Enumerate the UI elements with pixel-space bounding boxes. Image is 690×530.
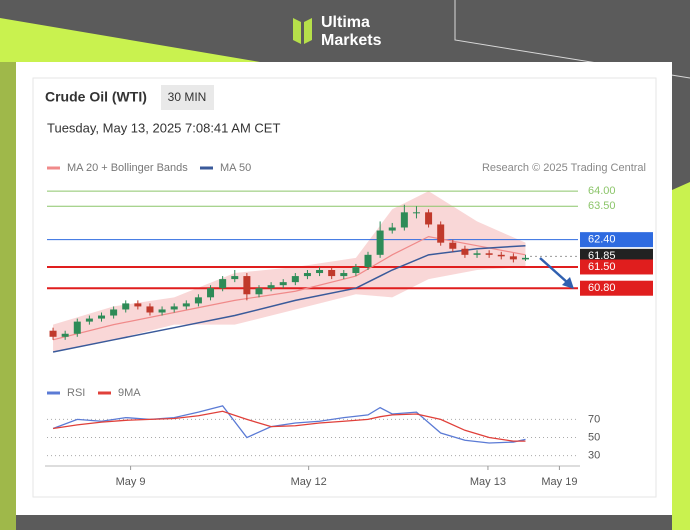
candle-body: [352, 266, 360, 274]
candle-body: [122, 303, 130, 310]
legend-label: 9MA: [118, 387, 141, 399]
level-label: 62.40: [588, 234, 616, 246]
candle-body: [303, 273, 311, 277]
level-box: [580, 259, 653, 275]
interval: 30 MIN: [168, 90, 207, 104]
candle-body: [425, 212, 433, 225]
candle-body: [182, 303, 190, 307]
level-box: [580, 280, 653, 296]
interval-badge: [161, 85, 214, 110]
candle-body: [376, 230, 384, 255]
level-label: 61.50: [588, 261, 616, 273]
x-tick-label: May 13: [470, 476, 506, 488]
logo: Ultima Markets: [293, 14, 382, 49]
candle-body: [146, 306, 154, 313]
candle-body: [316, 270, 324, 274]
candle-body: [110, 309, 118, 316]
logo-icon: [304, 18, 312, 44]
candle-body: [219, 279, 227, 289]
candle-body: [98, 315, 106, 319]
level-label: 64.00: [588, 185, 616, 197]
accent-shape: [672, 182, 690, 530]
y-tick-label: 30: [588, 450, 600, 462]
candle-body: [49, 330, 57, 337]
candle-body: [437, 224, 445, 243]
candle-body: [400, 212, 408, 228]
bollinger-band: [53, 191, 526, 352]
arrow: [539, 257, 569, 284]
candle-body: [388, 227, 396, 231]
candle-body: [207, 288, 215, 298]
candle-body: [194, 297, 202, 304]
logo-icon: [293, 18, 301, 44]
level-label: 63.50: [588, 200, 616, 212]
candle-body: [364, 254, 372, 267]
y-tick-label: 50: [588, 431, 600, 443]
x-tick-label: May 12: [291, 476, 327, 488]
legend-label: MA 50: [220, 162, 251, 174]
level-label: 61.85: [588, 250, 616, 262]
accent-shape: [0, 62, 16, 530]
candle-body: [291, 276, 299, 283]
candle-body: [231, 276, 239, 280]
level-box: [580, 232, 653, 248]
brand-name: Markets: [321, 32, 382, 49]
y-tick-label: 70: [588, 413, 600, 425]
x-tick-label: May 19: [541, 476, 577, 488]
source: Research © 2025 Trading Central: [482, 162, 646, 174]
candle-body: [473, 253, 481, 255]
x-tick-label: May 9: [116, 476, 146, 488]
legend-label: RSI: [67, 387, 85, 399]
chart-title: Crude Oil (WTI): [45, 89, 147, 105]
candle-body: [509, 256, 517, 260]
level-label: 60.80: [588, 282, 616, 294]
candle-body: [449, 242, 457, 249]
candle-body: [267, 285, 275, 289]
candle-body: [279, 282, 287, 286]
brand-name: Ultima: [321, 14, 370, 31]
candle-body: [158, 309, 166, 313]
candle-body: [340, 273, 348, 277]
candle-body: [243, 276, 251, 295]
candle-body: [412, 212, 420, 214]
candle-body: [134, 303, 142, 307]
series-line: [52, 410, 526, 442]
candle-body: [521, 257, 529, 260]
candle-body: [461, 248, 469, 255]
candle-body: [170, 306, 178, 310]
candle-body: [85, 318, 93, 322]
arrow-head: [562, 277, 574, 289]
accent-shape: [0, 18, 260, 62]
candle-body: [61, 333, 69, 337]
candle-body: [485, 253, 493, 255]
legend-label: MA 20 + Bollinger Bands: [67, 162, 188, 174]
timestamp: Tuesday, May 13, 2025 7:08:41 AM CET: [47, 120, 280, 135]
series-line: [52, 405, 526, 444]
candle-body: [328, 270, 336, 277]
candle-body: [255, 288, 263, 295]
candle-body: [497, 254, 505, 257]
candle-body: [73, 321, 81, 334]
